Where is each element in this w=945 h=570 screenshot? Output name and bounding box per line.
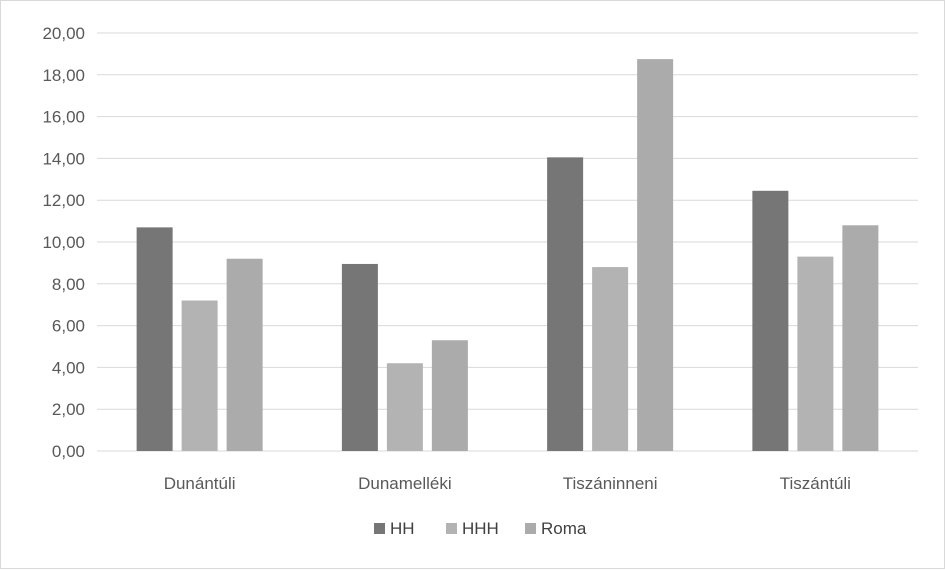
bar-hh-0	[136, 227, 173, 451]
legend-swatch-hh	[374, 523, 385, 534]
legend-label-roma: Roma	[541, 519, 587, 538]
bar-roma-2	[637, 59, 674, 451]
bar-hhh-1	[386, 363, 423, 451]
y-tick-label: 16,00	[42, 108, 85, 127]
y-tick-label: 14,00	[42, 149, 85, 168]
bar-hh-2	[547, 157, 584, 452]
y-tick-label: 20,00	[42, 24, 85, 43]
y-axis-tick-labels: 0,00 2,00 4,00 6,00 8,00 10,00 12,00 14,00 16,00…	[42, 24, 85, 461]
bar-hh-1	[341, 263, 378, 451]
category-label: Tiszáninneni	[563, 474, 658, 493]
category-label: Dunamelléki	[358, 474, 452, 493]
bar-hhh-3	[797, 256, 834, 451]
category-label: Tiszántúli	[780, 474, 851, 493]
bars	[136, 59, 879, 452]
legend-label-hh: HH	[390, 519, 415, 538]
legend-swatch-roma	[525, 523, 536, 534]
bar-hh-3	[752, 190, 789, 452]
legend-swatch-hhh	[446, 523, 457, 534]
y-tick-label: 2,00	[52, 400, 85, 419]
x-axis-category-labels: Dunántúli Dunamelléki Tiszáninneni Tiszántú…	[164, 474, 851, 493]
bar-roma-1	[431, 340, 468, 451]
gridlines	[97, 32, 918, 452]
legend-label-hhh: HHH	[462, 519, 499, 538]
y-tick-label: 6,00	[52, 317, 85, 336]
legend: HH HHH Roma	[374, 519, 587, 538]
bar-hhh-2	[592, 267, 629, 451]
bar-hhh-0	[181, 300, 218, 451]
y-tick-label: 12,00	[42, 191, 85, 210]
category-label: Dunántúli	[164, 474, 236, 493]
y-tick-label: 4,00	[52, 358, 85, 377]
y-tick-label: 18,00	[42, 66, 85, 85]
y-tick-label: 10,00	[42, 233, 85, 252]
bar-roma-3	[842, 225, 879, 451]
y-tick-label: 8,00	[52, 275, 85, 294]
y-tick-label: 0,00	[52, 442, 85, 461]
bar-roma-0	[226, 258, 263, 451]
